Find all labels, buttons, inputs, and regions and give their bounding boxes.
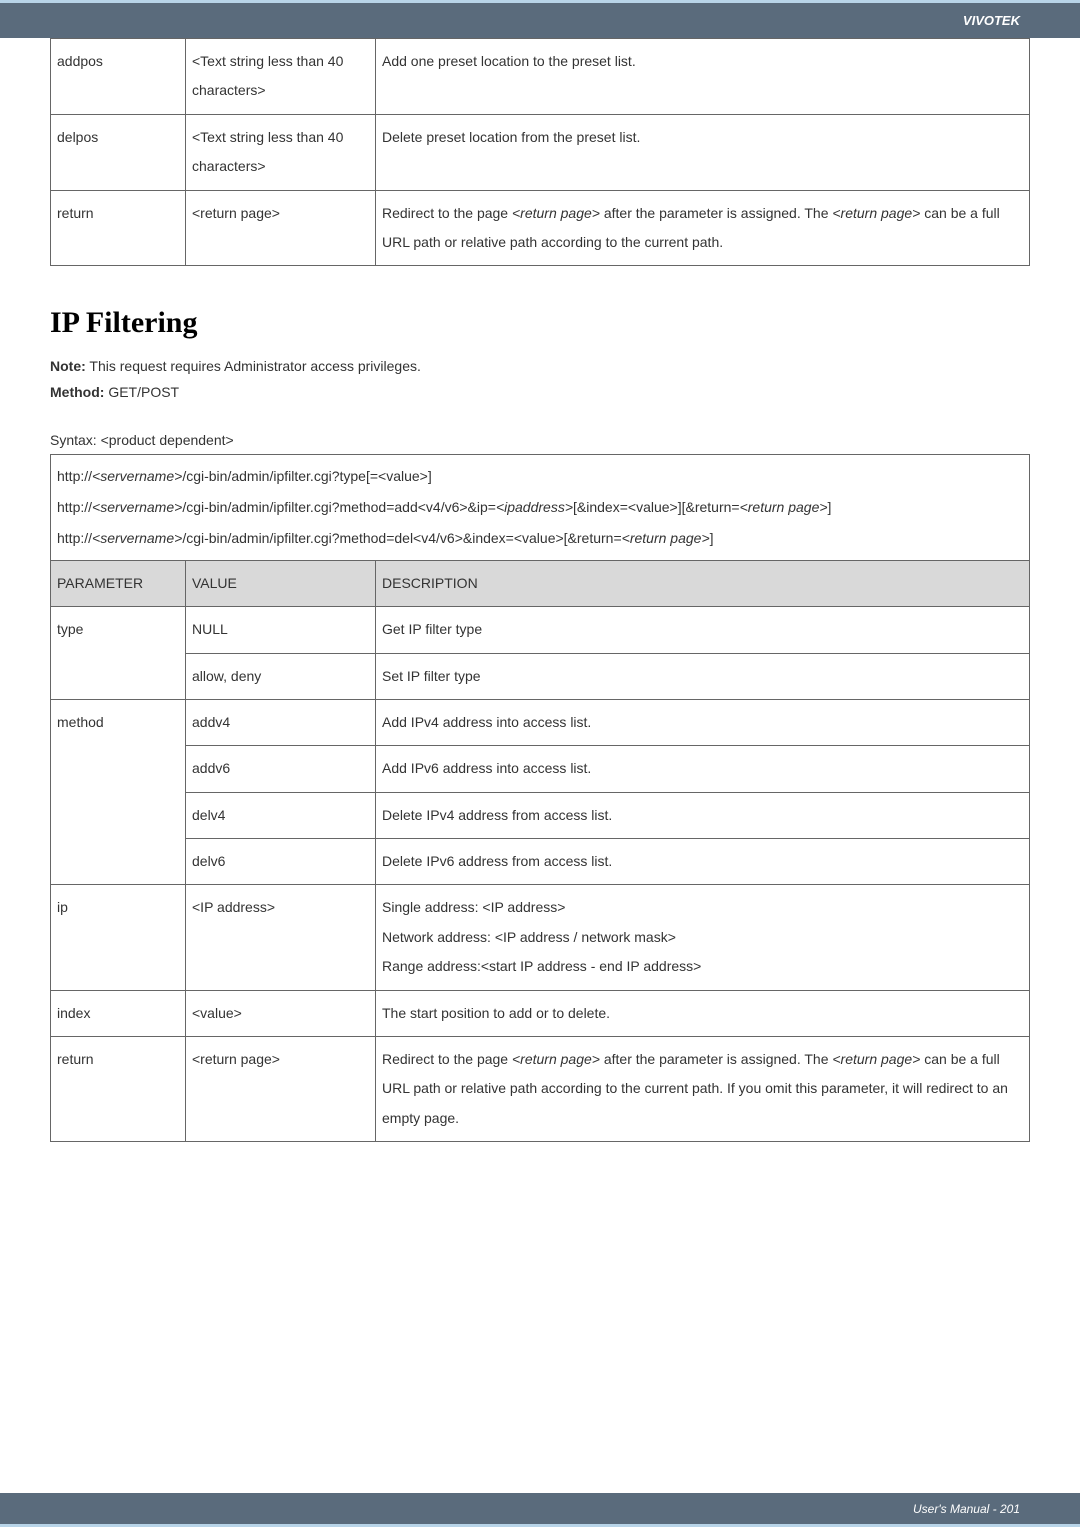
desc-cell: Redirect to the page <return page> after… (376, 1037, 1030, 1142)
header-parameter: PARAMETER (51, 560, 186, 606)
desc-cell: The start position to add or to delete. (376, 990, 1030, 1036)
footer-text: User's Manual - 201 (913, 1502, 1020, 1516)
table-row: delpos<Text string less than 40 characte… (51, 114, 1030, 190)
param-cell: type (51, 607, 186, 700)
table-row: return<return page>Redirect to the page … (51, 190, 1030, 266)
desc-cell: Get IP filter type (376, 607, 1030, 653)
table-row: return<return page>Redirect to the page … (51, 1037, 1030, 1142)
table-row: addv6Add IPv6 address into access list. (51, 746, 1030, 792)
value-cell: <Text string less than 40 characters> (186, 39, 376, 115)
desc-cell: Add one preset location to the preset li… (376, 39, 1030, 115)
value-cell: <IP address> (186, 885, 376, 990)
value-cell: addv4 (186, 699, 376, 745)
footer-bar: User's Manual - 201 (0, 1493, 1080, 1527)
param-cell: index (51, 990, 186, 1036)
value-cell: addv6 (186, 746, 376, 792)
note-label: Note: (50, 358, 86, 374)
note-line: Note: This request requires Administrato… (50, 358, 1030, 374)
value-cell: <Text string less than 40 characters> (186, 114, 376, 190)
desc-cell: Delete IPv4 address from access list. (376, 792, 1030, 838)
header-value: VALUE (186, 560, 376, 606)
desc-cell: Add IPv6 address into access list. (376, 746, 1030, 792)
value-cell: <value> (186, 990, 376, 1036)
ipfilter-params-table: PARAMETER VALUE DESCRIPTION typeNULLGet … (50, 560, 1030, 1142)
param-cell: addpos (51, 39, 186, 115)
desc-cell: Delete preset location from the preset l… (376, 114, 1030, 190)
syntax-label: Syntax: <product dependent> (50, 432, 1030, 448)
param-cell: ip (51, 885, 186, 990)
value-cell: NULL (186, 607, 376, 653)
value-cell: allow, deny (186, 653, 376, 699)
header-bar: VIVOTEK (0, 0, 1080, 38)
param-cell: method (51, 699, 186, 885)
note-text: This request requires Administrator acce… (86, 358, 421, 374)
table-row: addpos<Text string less than 40 characte… (51, 39, 1030, 115)
syntax-box: http://<servername>/cgi-bin/admin/ipfilt… (50, 454, 1030, 560)
method-text: GET/POST (104, 384, 179, 400)
preset-params-table: addpos<Text string less than 40 characte… (50, 38, 1030, 266)
table-row: allow, denySet IP filter type (51, 653, 1030, 699)
page-content: addpos<Text string less than 40 characte… (0, 38, 1080, 1142)
value-cell: delv4 (186, 792, 376, 838)
value-cell: <return page> (186, 190, 376, 266)
table-row: index<value>The start position to add or… (51, 990, 1030, 1036)
param-cell: return (51, 190, 186, 266)
table-row: methodaddv4Add IPv4 address into access … (51, 699, 1030, 745)
header-description: DESCRIPTION (376, 560, 1030, 606)
desc-cell: Redirect to the page <return page> after… (376, 190, 1030, 266)
table-header-row: PARAMETER VALUE DESCRIPTION (51, 560, 1030, 606)
value-cell: <return page> (186, 1037, 376, 1142)
table-row: ip<IP address>Single address: <IP addres… (51, 885, 1030, 990)
table-row: delv4Delete IPv4 address from access lis… (51, 792, 1030, 838)
value-cell: delv6 (186, 839, 376, 885)
desc-cell: Delete IPv6 address from access list. (376, 839, 1030, 885)
desc-cell: Single address: <IP address>Network addr… (376, 885, 1030, 990)
brand-label: VIVOTEK (963, 13, 1020, 28)
desc-cell: Set IP filter type (376, 653, 1030, 699)
method-label: Method: (50, 384, 104, 400)
table-row: delv6Delete IPv6 address from access lis… (51, 839, 1030, 885)
param-cell: return (51, 1037, 186, 1142)
section-title: IP Filtering (50, 306, 1030, 340)
param-cell: delpos (51, 114, 186, 190)
desc-cell: Add IPv4 address into access list. (376, 699, 1030, 745)
method-line: Method: GET/POST (50, 384, 1030, 400)
table-row: typeNULLGet IP filter type (51, 607, 1030, 653)
